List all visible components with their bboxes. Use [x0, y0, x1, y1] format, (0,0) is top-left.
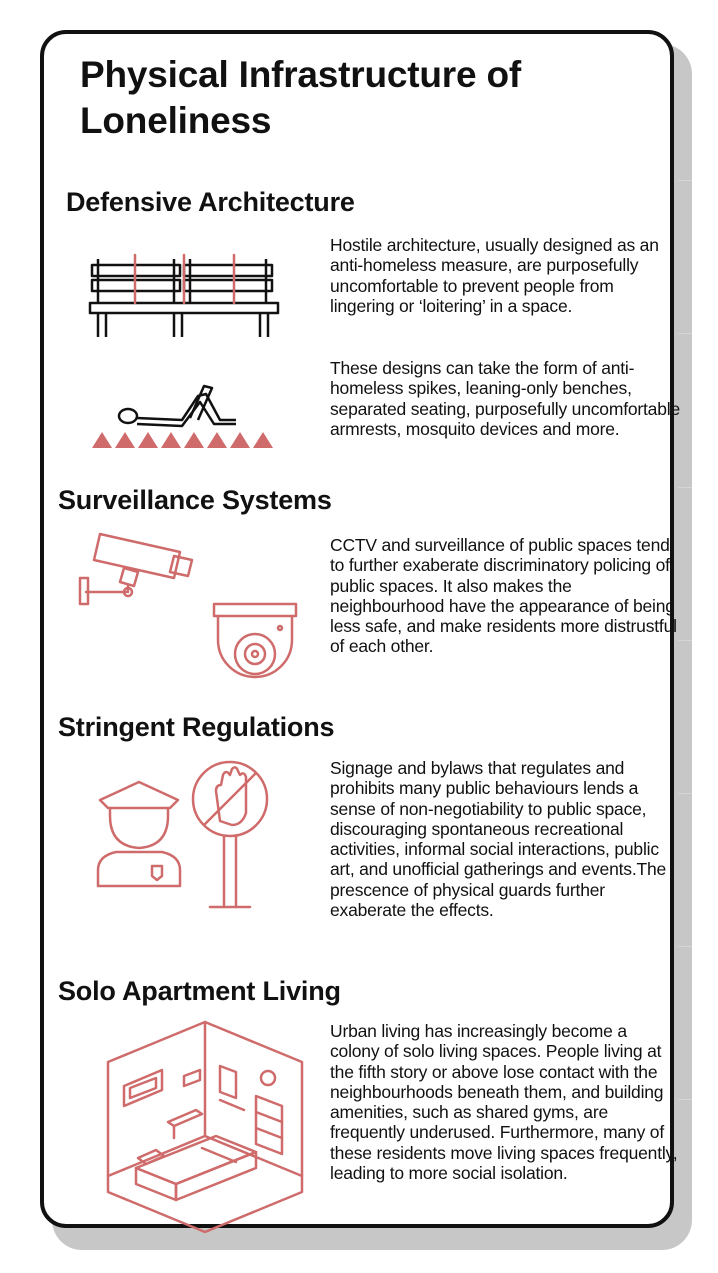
- section-paragraph: CCTV and surveillance of public spaces t…: [330, 535, 677, 657]
- no-hand-sign-icon: [191, 760, 269, 909]
- dome-camera-icon: [212, 602, 298, 679]
- page-title: Physical Infrastructure of Loneliness: [80, 54, 521, 141]
- divider: [678, 640, 692, 641]
- cctv-camera-icon: [78, 532, 194, 606]
- divider: [678, 946, 692, 947]
- spikes-sleeper-icon: [92, 384, 273, 448]
- divider: [678, 180, 692, 181]
- divider: [678, 793, 692, 794]
- section-paragraph: These designs can take the form of anti-…: [330, 358, 680, 439]
- divider: [678, 1099, 692, 1100]
- section-heading: Surveillance Systems: [58, 485, 332, 515]
- divider: [678, 333, 692, 334]
- section-paragraph: Urban living has increasingly become a c…: [330, 1021, 678, 1184]
- section-heading: Defensive Architecture: [66, 187, 355, 217]
- bench-icon: [88, 253, 280, 337]
- infographic-card: [40, 30, 674, 1228]
- isometric-room-icon: [106, 1020, 304, 1234]
- section-paragraph: Hostile architecture, usually designed a…: [330, 235, 659, 316]
- section-heading: Solo Apartment Living: [58, 976, 341, 1006]
- divider: [678, 487, 692, 488]
- section-heading: Stringent Regulations: [58, 712, 335, 742]
- guard-icon: [96, 780, 182, 888]
- section-paragraph: Signage and bylaws that regulates and pr…: [330, 758, 667, 921]
